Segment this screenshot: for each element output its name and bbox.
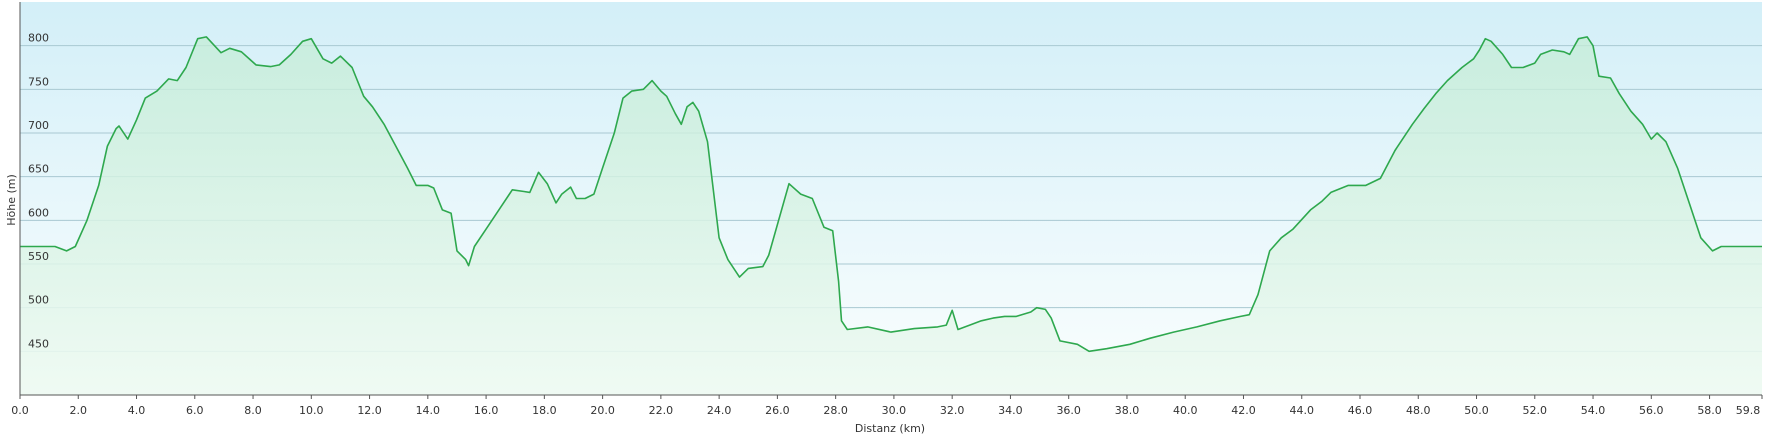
- y-tick-label: 550: [28, 250, 49, 263]
- x-tick-label: 14.0: [416, 404, 441, 417]
- x-tick-label: 28.0: [823, 404, 848, 417]
- y-tick-label: 700: [28, 119, 49, 132]
- x-tick-label: 16.0: [474, 404, 499, 417]
- x-tick-label: 26.0: [765, 404, 790, 417]
- y-tick-label: 500: [28, 294, 49, 307]
- x-tick-label: 32.0: [940, 404, 965, 417]
- y-tick-label: 800: [28, 32, 49, 45]
- x-tick-label: 48.0: [1406, 404, 1431, 417]
- x-tick-label: 40.0: [1173, 404, 1198, 417]
- x-tick-label: 59.8: [1736, 404, 1761, 417]
- x-tick-label: 44.0: [1289, 404, 1314, 417]
- x-tick-label: 54.0: [1581, 404, 1606, 417]
- x-tick-label: 20.0: [590, 404, 615, 417]
- elevation-line: [20, 36, 1762, 353]
- x-tick-label: 34.0: [998, 404, 1023, 417]
- x-axis-label: Distanz (km): [855, 422, 925, 435]
- x-tick-label: 12.0: [357, 404, 382, 417]
- x-tick-label: 8.0: [244, 404, 262, 417]
- x-tick-label: 2.0: [70, 404, 88, 417]
- x-tick-label: 50.0: [1464, 404, 1489, 417]
- y-tick-label: 450: [28, 337, 49, 350]
- y-axis-label: Höhe (m): [5, 174, 18, 226]
- x-tick-label: 38.0: [1115, 404, 1140, 417]
- x-tick-label: 52.0: [1523, 404, 1548, 417]
- x-tick-label: 0.0: [11, 404, 29, 417]
- x-tick-label: 42.0: [1231, 404, 1256, 417]
- x-tick-label: 58.0: [1697, 404, 1722, 417]
- x-tick-label: 24.0: [707, 404, 732, 417]
- x-tick-label: 46.0: [1348, 404, 1373, 417]
- y-tick-label: 650: [28, 163, 49, 176]
- x-tick-label: 22.0: [649, 404, 674, 417]
- y-tick-label: 600: [28, 206, 49, 219]
- x-tick-label: 56.0: [1639, 404, 1664, 417]
- area-fill: [20, 36, 1762, 396]
- y-tick-label: 750: [28, 75, 49, 88]
- x-tick-label: 18.0: [532, 404, 557, 417]
- x-tick-label: 6.0: [186, 404, 204, 417]
- x-tick-label: 36.0: [1056, 404, 1081, 417]
- x-tick-label: 10.0: [299, 404, 324, 417]
- x-tick-label: 4.0: [128, 404, 146, 417]
- x-tick-label: 30.0: [882, 404, 907, 417]
